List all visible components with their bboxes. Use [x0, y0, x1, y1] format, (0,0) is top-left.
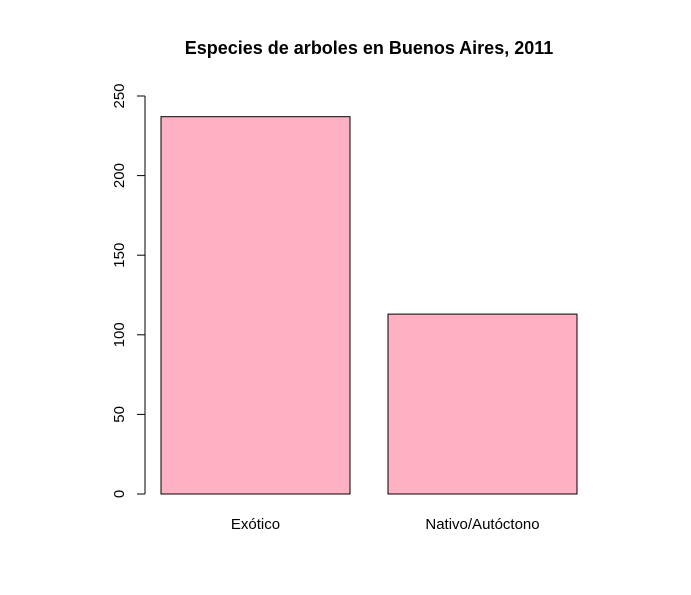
y-tick-label: 200	[111, 163, 128, 188]
y-tick-label: 250	[111, 83, 128, 108]
bar-0	[160, 116, 351, 495]
y-tick-label: 150	[111, 243, 128, 268]
y-tick-label: 100	[111, 322, 128, 347]
x-axis-labels: Exótico Nativo/Autóctono	[231, 516, 540, 533]
y-tick-label: 50	[111, 406, 128, 423]
bar-1	[387, 313, 578, 495]
chart-title: Especies de arboles en Buenos Aires, 201…	[185, 38, 554, 58]
bars-group	[160, 116, 578, 495]
category-label: Nativo/Autóctono	[425, 516, 539, 533]
category-label: Exótico	[231, 516, 280, 533]
y-tick-label: 0	[111, 490, 128, 498]
y-axis: 0 50 100 150 200 250	[111, 83, 146, 498]
